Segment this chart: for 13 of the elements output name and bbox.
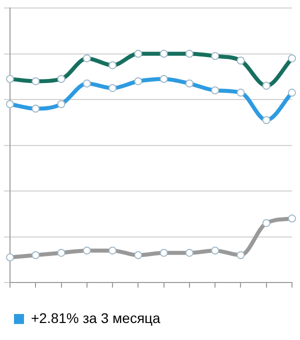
point xyxy=(32,251,40,260)
point xyxy=(236,251,245,260)
point xyxy=(211,246,220,255)
point xyxy=(160,248,168,257)
legend-label: +2.81% за 3 месяца xyxy=(31,310,161,326)
point xyxy=(82,246,91,255)
point xyxy=(6,253,14,262)
point xyxy=(57,248,66,257)
point xyxy=(288,214,296,223)
point xyxy=(262,219,270,228)
point xyxy=(108,246,117,255)
point xyxy=(185,248,194,257)
point xyxy=(134,251,142,260)
